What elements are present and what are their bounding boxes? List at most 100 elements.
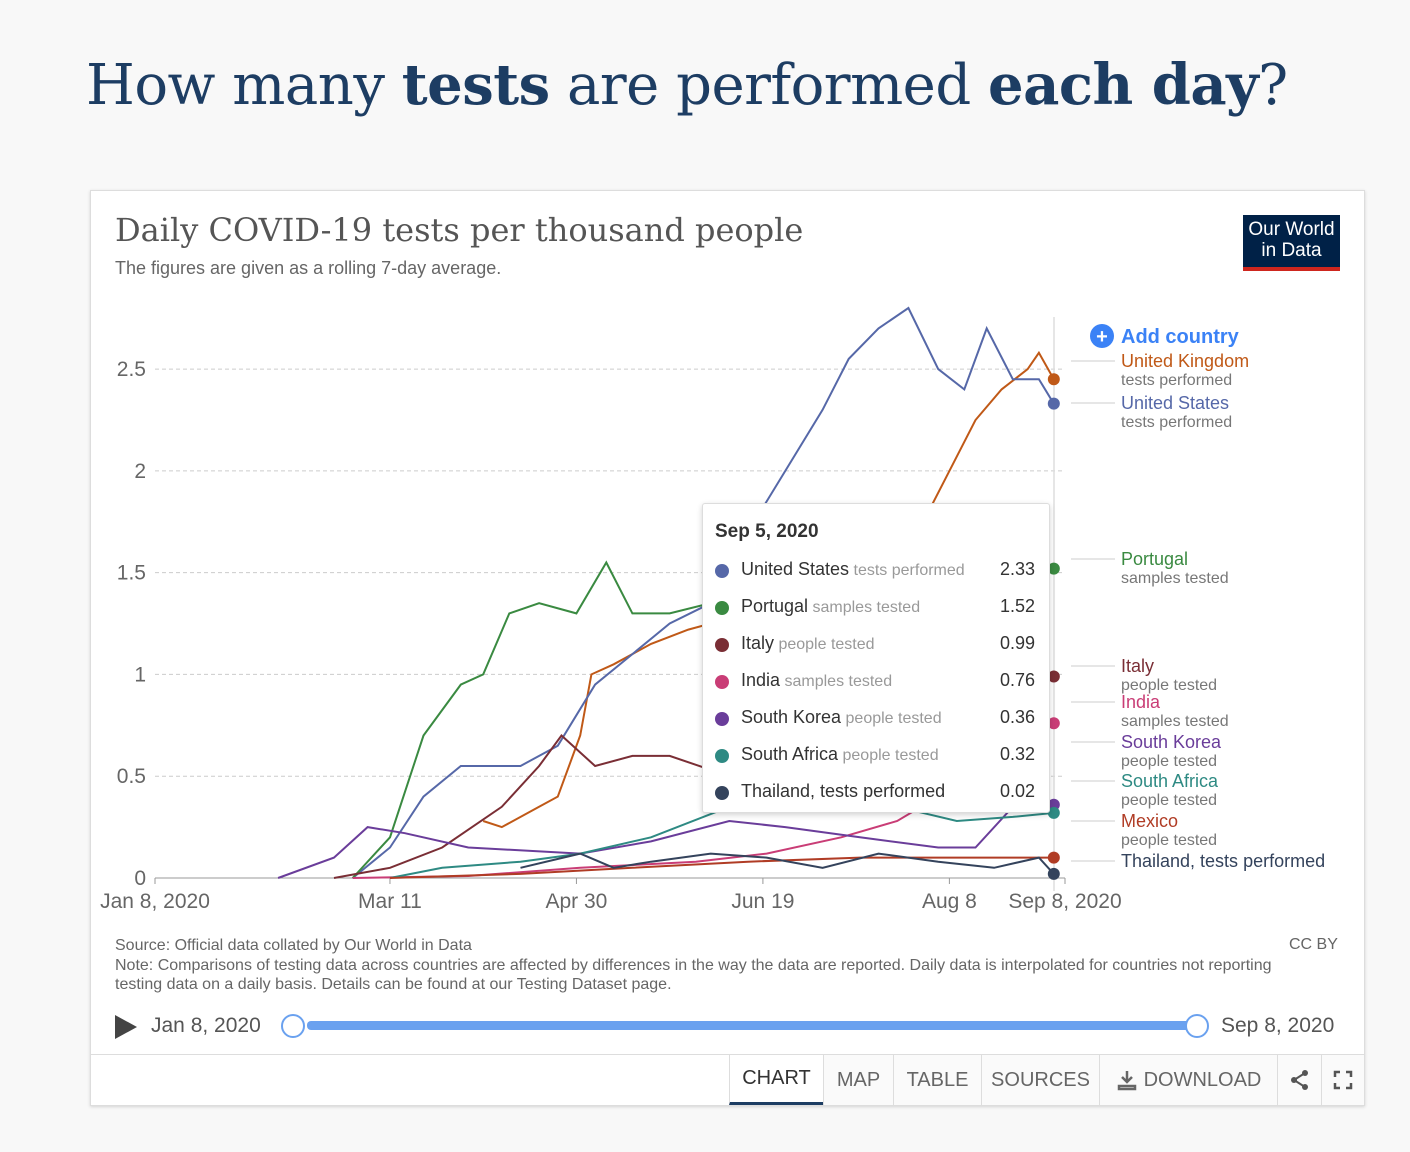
tab-sources[interactable]: SOURCES xyxy=(981,1055,1099,1105)
tooltip-country: South Africa people tested xyxy=(741,744,939,765)
fullscreen-icon xyxy=(1333,1070,1353,1090)
tooltip-value: 0.99 xyxy=(999,633,1035,653)
note-text: Note: Comparisons of testing data across… xyxy=(115,956,1272,994)
tooltip-color-dot xyxy=(715,749,729,763)
series-line-mexico xyxy=(389,856,1054,879)
x-tick-label: Aug 8 xyxy=(922,890,977,913)
tooltip-country-name: Thailand, tests performed xyxy=(741,781,946,801)
tooltip-row: Portugal samples tested 1.52 xyxy=(715,593,1035,623)
tooltip-country: South Korea people tested xyxy=(741,707,942,728)
tooltip-country-name: South Korea xyxy=(741,707,842,727)
chart-card: Daily COVID-19 tests per thousand people… xyxy=(90,190,1365,1106)
tab-bar: CHART MAP TABLE SOURCES DOWNLOAD xyxy=(91,1054,1364,1106)
tooltip-value: 2.33 xyxy=(999,559,1035,579)
heading-part1: How many xyxy=(86,53,402,118)
tooltip-value: 0.32 xyxy=(999,744,1035,764)
tooltip-value: 1.52 xyxy=(999,596,1035,616)
download-icon xyxy=(1117,1071,1136,1091)
timeline-track[interactable] xyxy=(307,1021,1197,1030)
play-icon[interactable] xyxy=(115,1015,137,1039)
tooltip-row: United States tests performed 2.33 xyxy=(715,556,1035,586)
series-line-south-korea xyxy=(277,803,1054,879)
tooltip-color-dot xyxy=(715,675,729,689)
legend-label-united-states: United States xyxy=(1121,393,1229,413)
tab-chart[interactable]: CHART xyxy=(729,1055,823,1105)
fullscreen-button[interactable] xyxy=(1321,1055,1364,1105)
tooltip-metric: samples tested xyxy=(808,599,921,616)
series-endpoint-india xyxy=(1047,717,1060,730)
page-heading: How many tests are performed each day? xyxy=(86,52,1288,118)
y-tick-label: 1.5 xyxy=(117,562,146,585)
add-country-label: Add country xyxy=(1121,326,1240,348)
tooltip-row: India samples tested 0.76 xyxy=(715,667,1035,697)
tooltip-value: 0.02 xyxy=(999,781,1035,801)
tab-map[interactable]: MAP xyxy=(823,1055,893,1105)
legend-label-portugal: Portugal xyxy=(1121,549,1188,569)
y-tick-label: 2.5 xyxy=(117,358,146,381)
tooltip-color-dot xyxy=(715,564,729,578)
timeline-start-handle[interactable] xyxy=(281,1014,305,1038)
series-endpoint-mexico xyxy=(1047,851,1060,864)
add-country-button[interactable]: + Add country xyxy=(1090,324,1240,348)
source-text: Source: Official data collated by Our Wo… xyxy=(115,937,472,954)
plus-circle-icon xyxy=(1090,324,1114,348)
tooltip-value: 0.76 xyxy=(999,670,1035,690)
plus-icon: + xyxy=(1096,326,1108,348)
series-line-thailand-tests-performed xyxy=(520,852,1055,875)
tooltip-country: Portugal samples tested xyxy=(741,596,920,617)
legend-label-south-africa: South Africa xyxy=(1121,771,1219,791)
legend-metric-south-korea: people tested xyxy=(1121,753,1217,770)
legend-label-united-kingdom: United Kingdom xyxy=(1121,351,1249,371)
legend-metric-portugal: samples tested xyxy=(1121,570,1229,587)
timeline: Jan 8, 2020 Sep 8, 2020 xyxy=(115,1009,1345,1049)
tooltip-metric: samples tested xyxy=(780,673,893,690)
x-tick-label: Mar 11 xyxy=(358,890,422,913)
series-endpoint-south-africa xyxy=(1047,806,1060,819)
series-endpoint-thailand-tests-performed xyxy=(1047,867,1060,880)
legend-metric-south-africa: people tested xyxy=(1121,792,1217,809)
tooltip-color-dot xyxy=(715,638,729,652)
series-endpoint-portugal xyxy=(1047,562,1060,575)
tooltip-row: South Korea people tested 0.36 xyxy=(715,704,1035,734)
tooltip-country-name: Italy xyxy=(741,633,775,653)
y-tick-label: 1 xyxy=(134,663,146,686)
x-tick-label: Jan 8, 2020 xyxy=(100,890,210,913)
license-link[interactable]: CC BY xyxy=(1289,936,1338,953)
tab-download[interactable]: DOWNLOAD xyxy=(1099,1055,1277,1105)
tooltip-country-name: United States xyxy=(741,559,850,579)
tooltip-country-name: Portugal xyxy=(741,596,809,616)
chart-subtitle: The figures are given as a rolling 7-day… xyxy=(115,258,502,278)
y-tick-label: 0.5 xyxy=(117,765,146,788)
logo-line1: Our World xyxy=(1248,219,1335,240)
tooltip-color-dot xyxy=(715,712,729,726)
legend-label-south-korea: South Korea xyxy=(1121,732,1222,752)
heading-part2: are performed xyxy=(549,53,988,118)
timeline-end-label: Sep 8, 2020 xyxy=(1221,1014,1335,1037)
share-button[interactable] xyxy=(1277,1055,1321,1105)
tooltip-country: India samples tested xyxy=(741,670,892,691)
tooltip-row: Italy people tested 0.99 xyxy=(715,630,1035,660)
owid-logo[interactable]: Our World in Data xyxy=(1243,215,1340,271)
tooltip-color-dot xyxy=(715,786,729,800)
series-endpoint-united-states xyxy=(1047,397,1060,410)
series-endpoint-italy xyxy=(1047,670,1060,683)
tooltip-country: Italy people tested xyxy=(741,633,875,654)
timeline-end-handle[interactable] xyxy=(1185,1014,1209,1038)
legend-metric-india: samples tested xyxy=(1121,713,1229,730)
series-endpoint-united-kingdom xyxy=(1047,373,1060,386)
chart-footer: Source: Official data collated by Our Wo… xyxy=(115,936,1315,995)
legend-label-mexico: Mexico xyxy=(1121,811,1178,831)
x-tick-label: Jun 19 xyxy=(731,890,794,913)
x-tick-label: Apr 30 xyxy=(545,890,607,913)
legend-metric-italy: people tested xyxy=(1121,677,1217,694)
tooltip-metric: people tested xyxy=(774,636,875,653)
tooltip-color-dot xyxy=(715,601,729,615)
legend-label-india: India xyxy=(1121,692,1161,712)
tooltip-country: United States tests performed xyxy=(741,559,965,580)
tab-table[interactable]: TABLE xyxy=(893,1055,981,1105)
tooltip-metric: people tested xyxy=(841,710,942,727)
tooltip-country-name: South Africa xyxy=(741,744,839,764)
tooltip: Sep 5, 2020 United States tests performe… xyxy=(702,503,1050,813)
tooltip-metric: people tested xyxy=(838,747,939,764)
heading-bold-tests: tests xyxy=(401,52,550,118)
